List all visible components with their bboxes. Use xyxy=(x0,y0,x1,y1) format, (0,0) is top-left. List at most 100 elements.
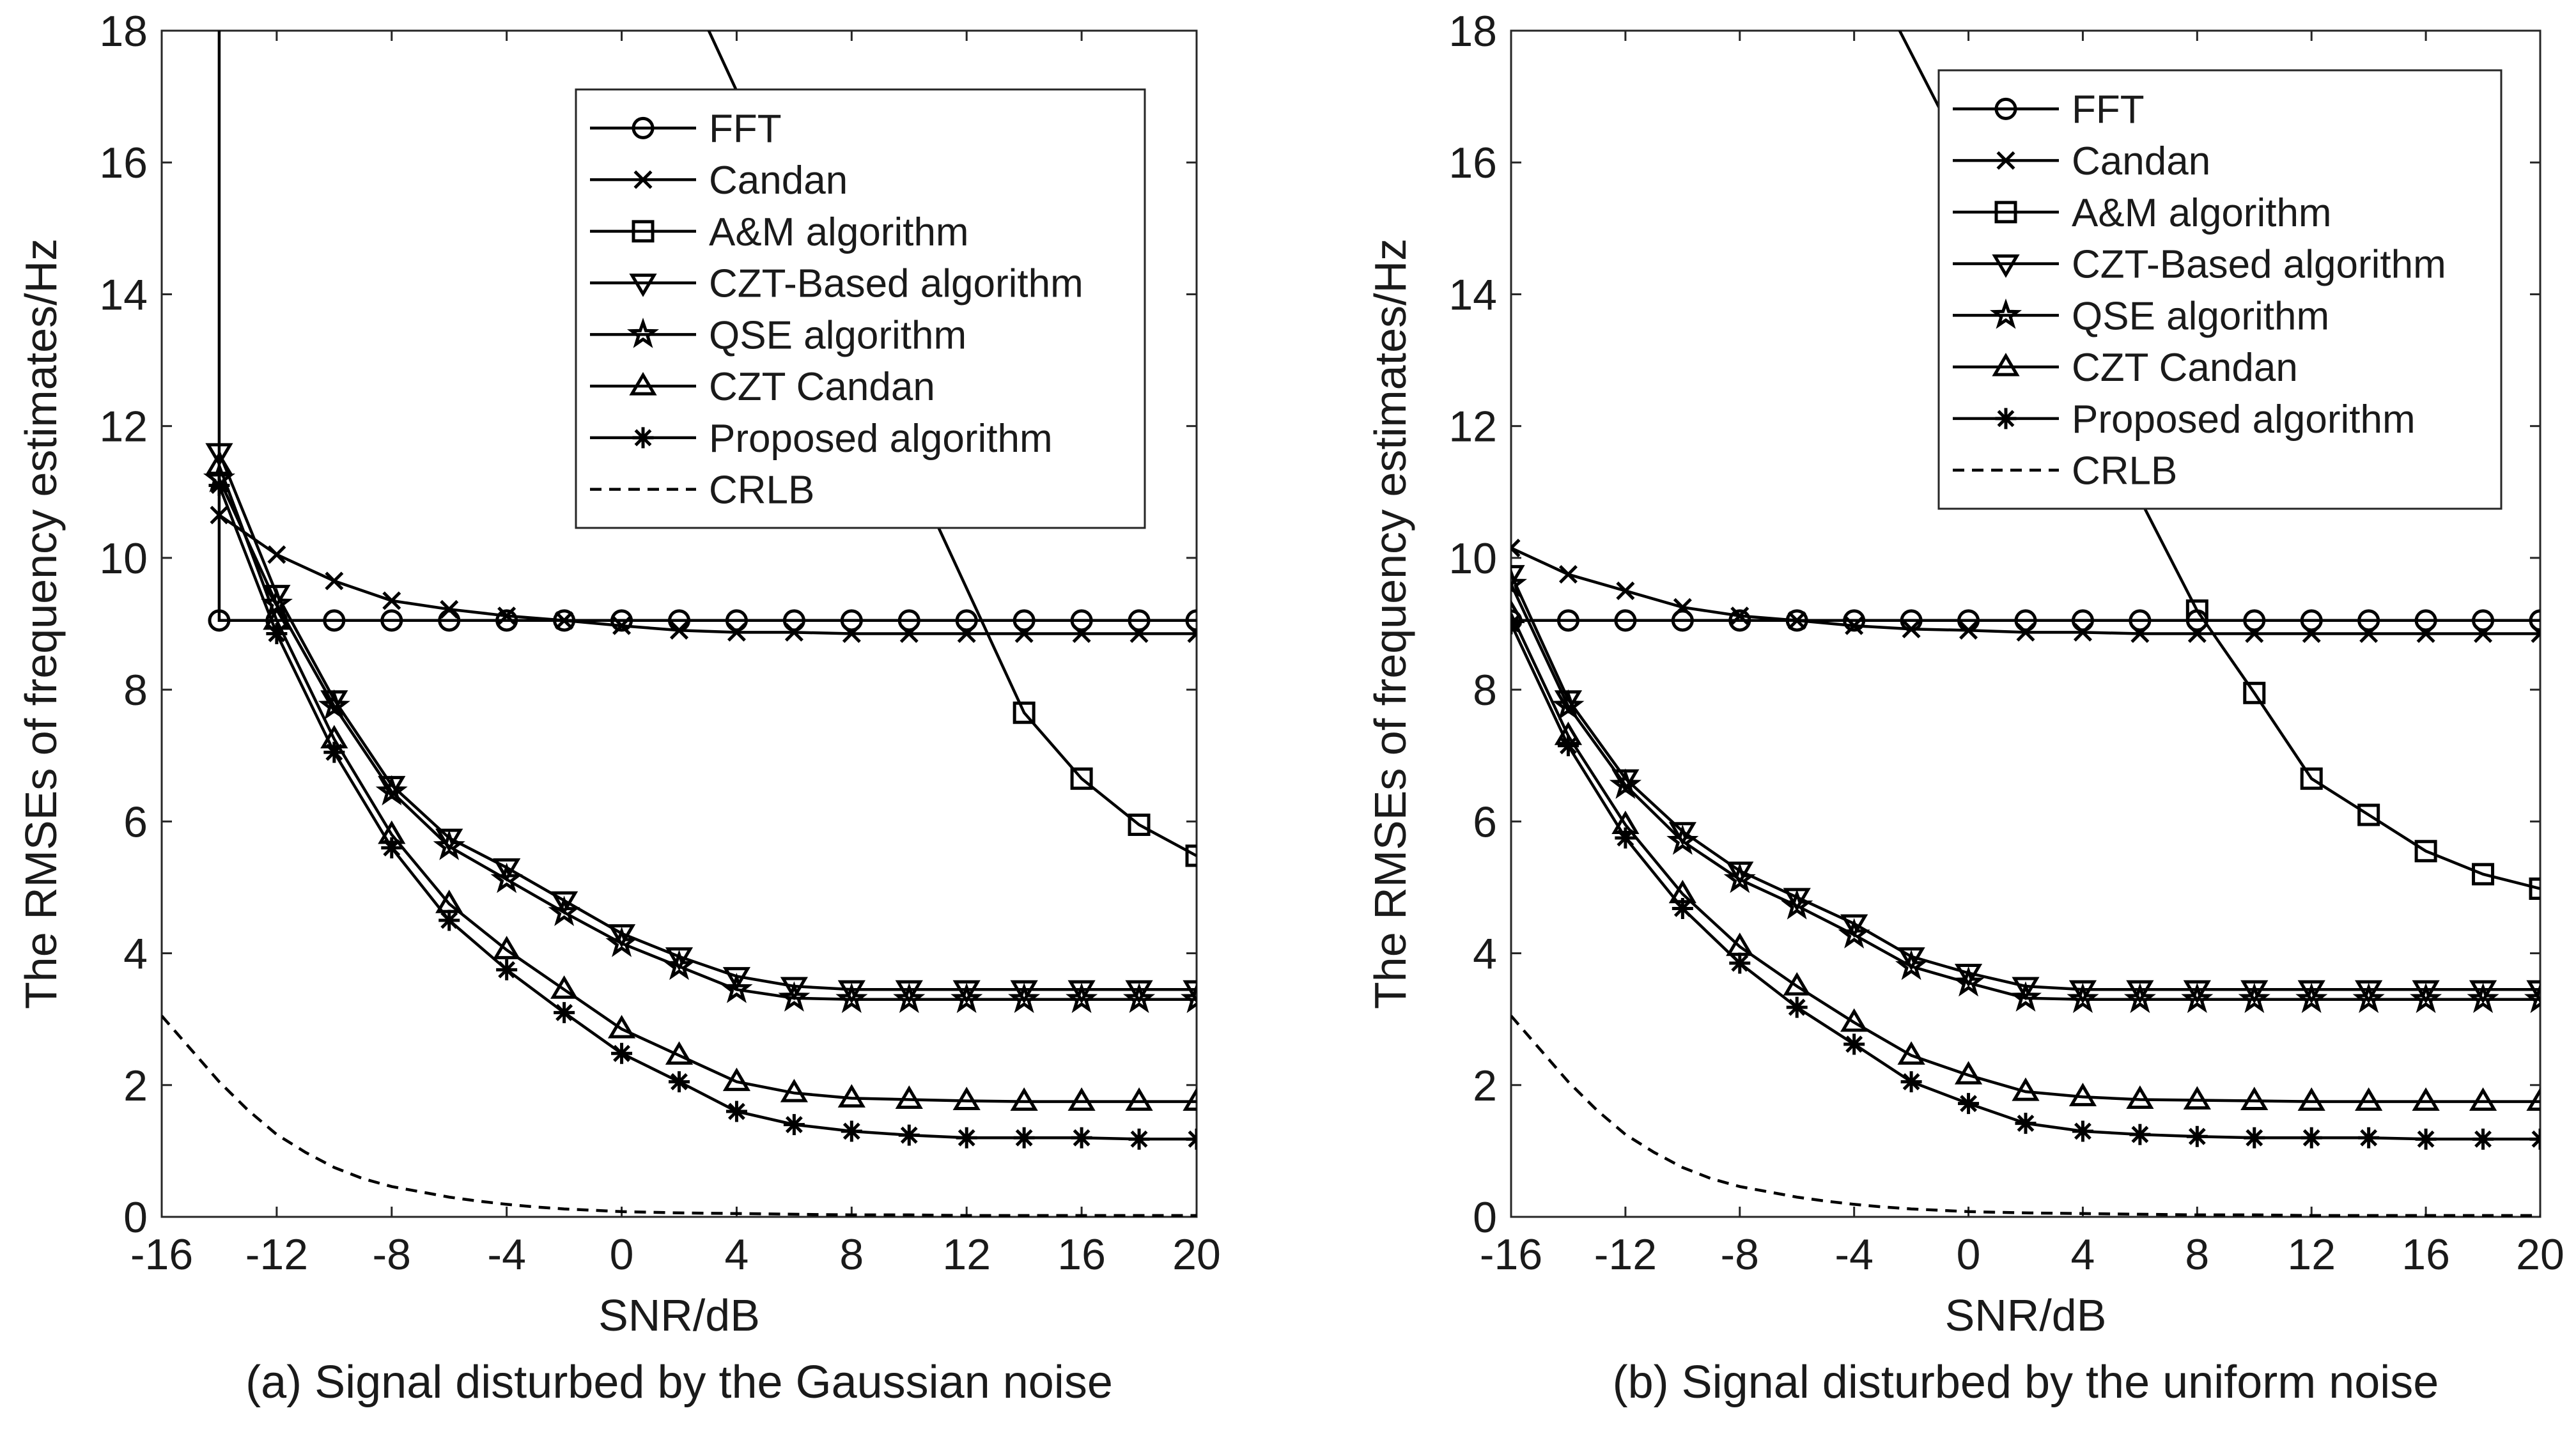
data-point xyxy=(1511,538,1521,557)
legend-box xyxy=(575,88,1146,529)
data-point xyxy=(1730,607,1750,626)
x-tick-label: -16 xyxy=(130,1230,193,1279)
data-point xyxy=(1013,701,1036,724)
data-point xyxy=(1128,609,1151,632)
data-point xyxy=(555,611,574,630)
data-point xyxy=(841,1120,862,1142)
data-point xyxy=(493,936,521,959)
data-point xyxy=(1070,767,1093,790)
legend-item: QSE algorithm xyxy=(1953,294,2329,338)
data-point xyxy=(2243,609,2266,632)
data-point xyxy=(2300,767,2323,790)
series-line xyxy=(217,465,1197,1103)
data-point xyxy=(1900,1071,1922,1093)
data-point xyxy=(2181,982,2214,1014)
data-point xyxy=(1723,862,1756,893)
data-point xyxy=(1008,982,1041,1014)
plot-series-group xyxy=(1511,31,2540,1217)
legend-label: FFT xyxy=(2072,88,2145,132)
data-point xyxy=(2238,982,2270,1014)
series-line xyxy=(217,452,1197,991)
y-tick-label: 2 xyxy=(123,1062,148,1110)
legend-label: Candan xyxy=(2072,139,2210,183)
y-tick-label: 10 xyxy=(99,534,148,583)
data-point xyxy=(2240,1086,2269,1111)
data-point xyxy=(2126,980,2154,1004)
data-point xyxy=(1895,949,1928,980)
data-point xyxy=(665,947,694,971)
data-point xyxy=(2016,622,2035,642)
y-tick-label: 16 xyxy=(1448,139,1497,187)
data-point xyxy=(893,982,926,1014)
data-point xyxy=(669,621,689,640)
data-point xyxy=(1845,616,1864,635)
data-point xyxy=(2243,681,2266,704)
data-point xyxy=(263,585,291,608)
x-tick-label: 16 xyxy=(1057,1230,1106,1279)
data-point xyxy=(2302,624,2321,643)
data-point xyxy=(2015,1113,2037,1134)
data-point xyxy=(2352,982,2385,1014)
data-point xyxy=(607,1014,636,1039)
data-point xyxy=(2357,803,2380,826)
data-point xyxy=(663,949,695,980)
data-point xyxy=(2467,982,2499,1014)
series-line xyxy=(1511,613,2540,1103)
legend-label: CZT-Based algorithm xyxy=(709,262,1083,306)
series-line xyxy=(1511,573,2540,991)
x-tick-label: 8 xyxy=(839,1230,864,1279)
y-tick-label: 4 xyxy=(1473,930,1497,978)
data-point xyxy=(725,609,748,632)
x-tick-label: 8 xyxy=(2185,1230,2209,1279)
legend-item: Proposed algorithm xyxy=(1953,398,2416,442)
data-point xyxy=(835,982,868,1014)
data-point xyxy=(897,609,920,632)
data-point xyxy=(496,959,518,980)
y-tick-label: 8 xyxy=(123,666,148,715)
data-point xyxy=(318,689,350,720)
data-point xyxy=(1186,1128,1197,1150)
series-proposed-algorithm xyxy=(1511,613,2540,1150)
data-point xyxy=(1673,598,1692,617)
legend-label: Proposed algorithm xyxy=(2072,398,2416,442)
x-tick-label: 12 xyxy=(942,1230,991,1279)
x-tick-label: 0 xyxy=(1957,1230,1981,1279)
data-point xyxy=(1952,966,1985,997)
data-point xyxy=(780,977,809,1001)
x-tick-label: -4 xyxy=(487,1230,525,1279)
data-point xyxy=(1128,1128,1150,1150)
data-point xyxy=(1902,619,1921,638)
data-point xyxy=(1183,980,1197,1004)
x-axis-label: SNR/dB xyxy=(1945,1290,2107,1340)
series-fft xyxy=(1511,609,2540,632)
y-tick-label: 4 xyxy=(123,930,148,978)
data-point xyxy=(1128,813,1151,836)
data-point xyxy=(2297,980,2325,1004)
data-point xyxy=(955,609,978,632)
series-czt-candan xyxy=(205,451,1197,1111)
data-point xyxy=(610,609,633,632)
y-axis-label: The RMSEs of frequency estimates/Hz xyxy=(16,238,66,1009)
data-point xyxy=(2472,863,2495,886)
data-point xyxy=(950,982,983,1014)
data-point xyxy=(2068,980,2097,1004)
data-point xyxy=(1897,1041,1925,1065)
data-point xyxy=(2410,982,2442,1014)
series-czt-based-algorithm xyxy=(205,443,1197,1004)
y-tick-label: 14 xyxy=(1448,270,1497,319)
data-point xyxy=(2415,1128,2437,1150)
data-point xyxy=(1609,768,1642,799)
data-point xyxy=(669,1071,690,1093)
data-point xyxy=(2472,1128,2494,1150)
data-point xyxy=(267,545,286,564)
chart-panel-2: -16 -12 -8 -4 0 4 8 12 16 20 0 2 4 6 8 10 12 14 16 18 SNR/dB… xyxy=(1365,7,2564,1408)
data-point xyxy=(780,1078,809,1102)
x-tick-label: -8 xyxy=(1721,1230,1759,1279)
x-tick-label: -4 xyxy=(1835,1230,1873,1279)
data-point xyxy=(1552,689,1585,720)
data-point xyxy=(2526,1087,2540,1111)
series-czt-candan xyxy=(1511,599,2540,1111)
panel-caption: (b) Signal disturbed by the uniform nois… xyxy=(1613,1357,2439,1408)
data-point xyxy=(210,506,229,525)
